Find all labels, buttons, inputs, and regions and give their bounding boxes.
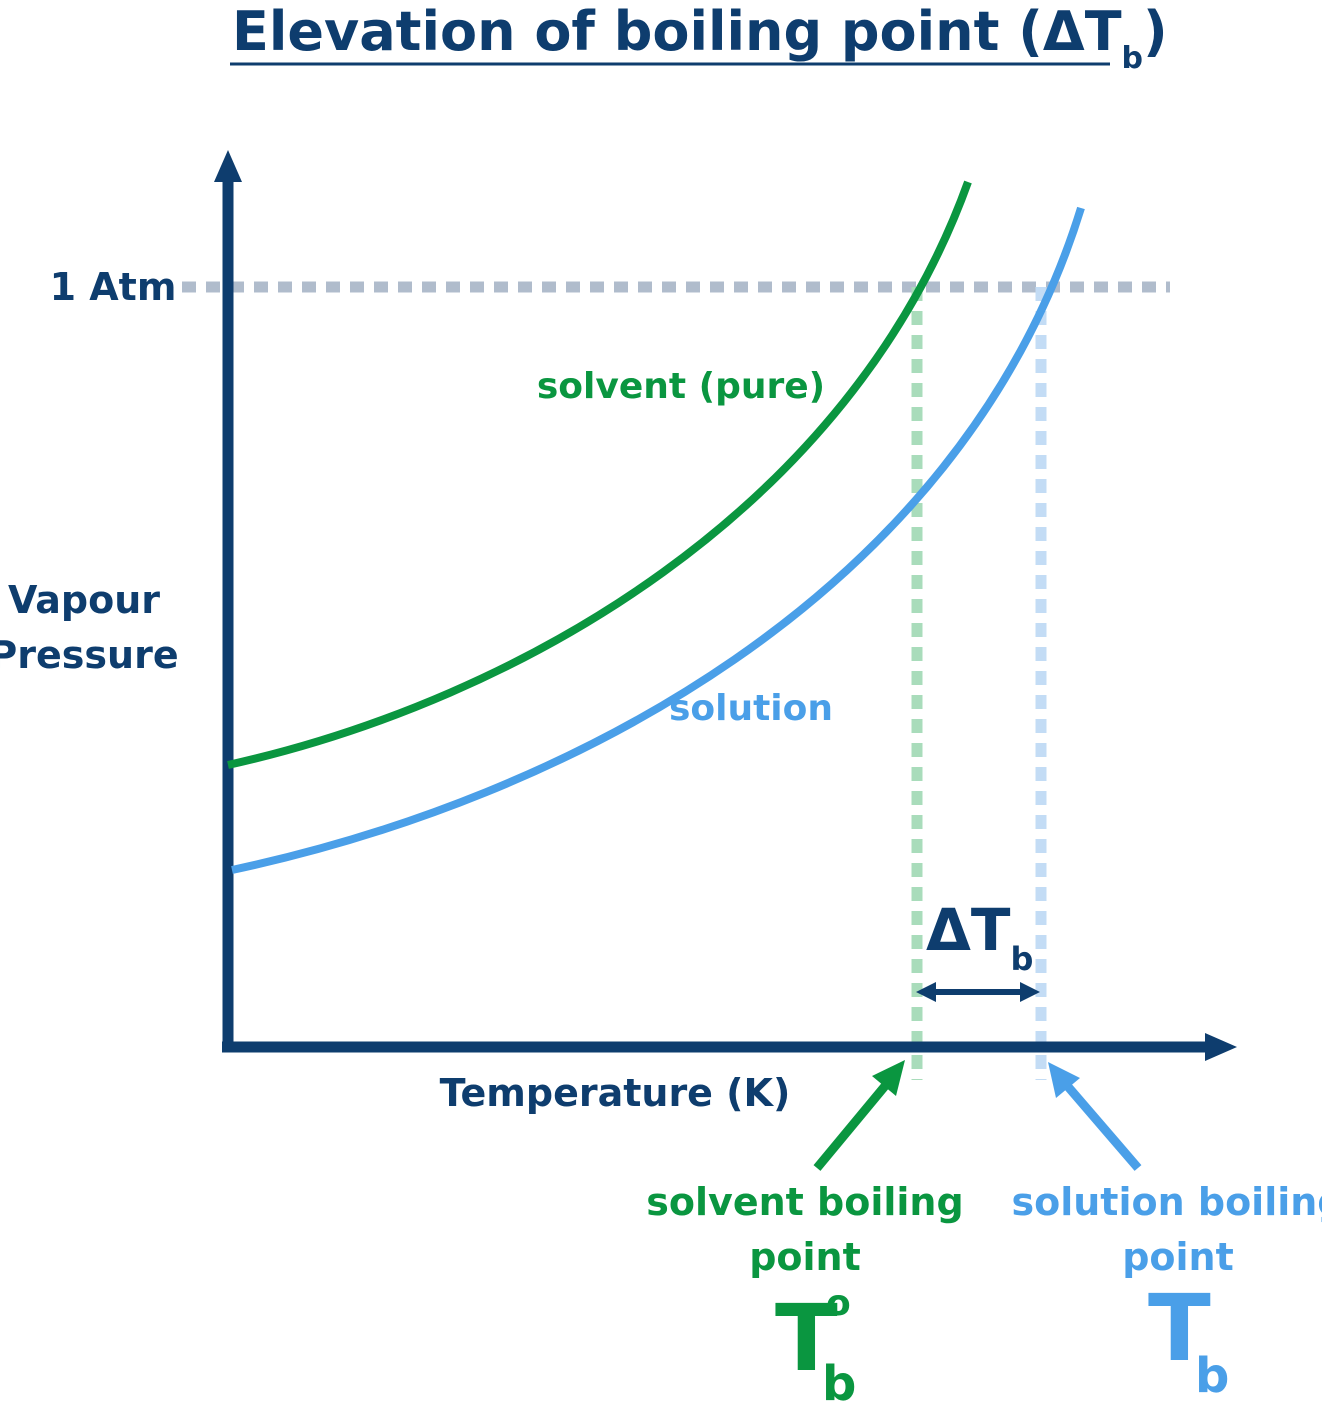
solution-bp-label-line1: solution boiling (1011, 1180, 1322, 1224)
solvent-curve-label: solvent (pure) (537, 366, 825, 407)
solution-bp-label-line2: point (1122, 1235, 1234, 1279)
delta-tb-arrow-right (1020, 982, 1040, 1002)
solvent-bp-arrow (813, 1077, 894, 1171)
solvent-bp-label-line2: point (749, 1235, 861, 1279)
y-axis-label-line2: Pressure (0, 633, 179, 677)
solvent-curve (227, 180, 972, 769)
solution-bp-arrowhead (1048, 1062, 1080, 1098)
x-axis-label: Temperature (K) (440, 1071, 791, 1115)
y-axis-arrowhead (214, 150, 242, 182)
solvent-bp-label-line1: solvent boiling (646, 1180, 963, 1224)
x-axis-arrowhead (1205, 1033, 1237, 1061)
title: Elevation of boiling point (ΔTb) (232, 0, 1168, 76)
solution-bp-arrow (1060, 1079, 1142, 1171)
solution-bp-symbol: T (1148, 1275, 1211, 1382)
delta-tb-label: ΔTb (926, 896, 1033, 978)
solvent-bp-sup: o (826, 1283, 851, 1324)
solvent-bp-sub: b (822, 1356, 856, 1403)
solution-bp-sub: b (1195, 1348, 1229, 1403)
one-atm-label: 1 Atm (50, 265, 177, 309)
solvent-bp-symbol: T (775, 1285, 838, 1392)
y-axis-label-line1: Vapour (8, 578, 160, 622)
delta-tb-arrow-left (916, 982, 936, 1002)
solution-curve-label: solution (669, 688, 833, 729)
solvent-bp-arrowhead (872, 1060, 905, 1096)
solution-curve (231, 206, 1085, 874)
